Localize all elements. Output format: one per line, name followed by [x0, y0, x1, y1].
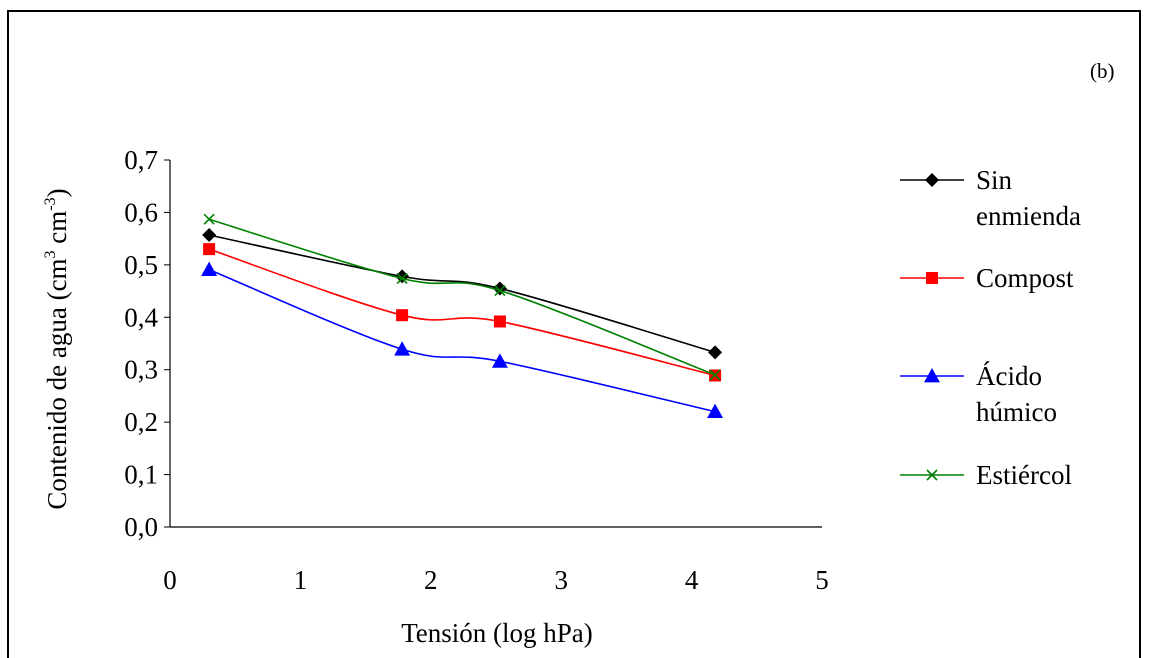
series-line	[208, 268, 716, 413]
x-tick-label: 0	[163, 565, 177, 595]
plot-area: 0,0 0,1 0,2 0,3 0,4 0,5 0,6 0,7 0 1 2 3 4 5	[124, 145, 829, 595]
x-tick-label: 1	[294, 565, 308, 595]
panel-label: (b)	[1090, 59, 1115, 83]
data-point-x-stroke	[709, 369, 721, 381]
y-tick-label: 0,0	[124, 512, 158, 542]
data-point-x-stroke	[203, 213, 215, 225]
y-tick-label: 0,7	[124, 145, 158, 175]
data-point-diamond	[708, 345, 723, 360]
data-point-triangle	[707, 403, 724, 419]
x-axis-title: Tensión (log hPa)	[401, 618, 593, 648]
y-axis-title-sup1: 3	[42, 250, 59, 258]
data-point-square	[493, 315, 506, 328]
data-point-square	[203, 243, 216, 256]
data-point-diamond	[202, 227, 217, 242]
legend-label: enmienda	[976, 201, 1081, 231]
y-axis-title-suffix: )	[42, 188, 72, 197]
data-point-x	[203, 213, 215, 225]
data-point-triangle	[394, 341, 411, 356]
y-axis-title-prefix: Contenido de agua (cm	[42, 258, 72, 509]
x-tick-label: 3	[554, 565, 568, 595]
y-tick-label: 0,5	[124, 250, 158, 280]
data-point-x	[494, 284, 506, 297]
y-axis-title-mid: cm	[42, 211, 72, 251]
y-axis-title: Contenido de agua (cm3 cm-3)	[42, 188, 72, 509]
data-point-x-stroke	[396, 272, 408, 285]
data-point-x	[926, 469, 938, 481]
series-line	[208, 234, 716, 354]
data-point-triangle	[924, 368, 940, 383]
y-axis-title-sup2: -3	[42, 197, 59, 210]
legend-label: Ácido	[976, 361, 1042, 391]
data-point-x	[709, 369, 721, 381]
y-tick-label: 0,1	[124, 460, 158, 490]
data-point-triangle	[201, 261, 218, 276]
legend-label: Compost	[976, 263, 1074, 293]
data-point-x	[396, 272, 408, 285]
data-point-x-stroke	[926, 469, 938, 481]
x-tick-label: 2	[424, 565, 438, 595]
series-line	[208, 248, 716, 377]
legend-label: Estiércol	[976, 460, 1072, 490]
y-tick-label: 0,4	[124, 302, 158, 332]
data-point-triangle	[491, 353, 508, 368]
legend-label: húmico	[976, 397, 1057, 427]
y-tick-label: 0,3	[124, 355, 158, 385]
series-line	[208, 218, 716, 376]
chart-frame	[7, 10, 1141, 658]
x-tick-label: 5	[815, 565, 829, 595]
legend: Sin enmienda Compost Ácido húmico Estiércol	[900, 165, 1081, 490]
data-point-diamond	[925, 173, 939, 187]
x-tick-label: 4	[685, 565, 699, 595]
y-tick-label: 0,2	[124, 407, 158, 437]
y-tick-label: 0,6	[124, 197, 158, 227]
data-point-x-stroke	[494, 284, 506, 297]
data-point-square	[926, 272, 938, 284]
data-point-square	[396, 309, 409, 322]
legend-label: Sin	[976, 165, 1013, 195]
